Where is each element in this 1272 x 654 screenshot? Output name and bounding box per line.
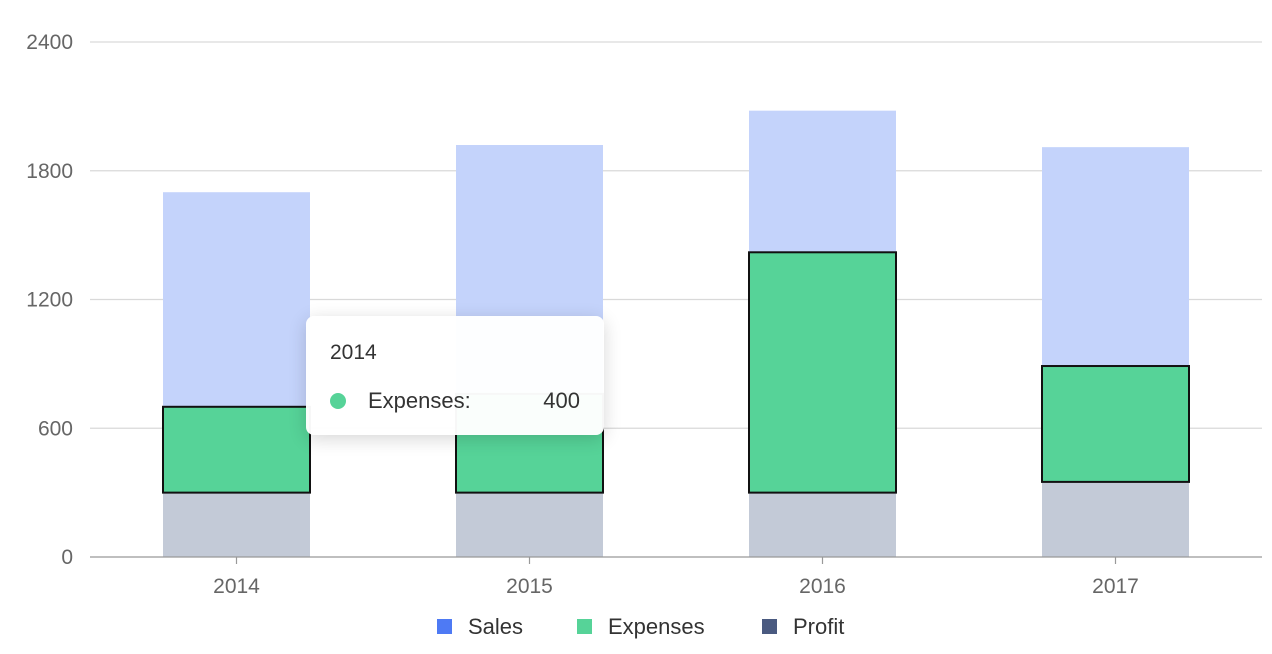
legend-swatch-icon <box>577 619 592 634</box>
bar-expenses <box>748 251 897 494</box>
y-tick-label: 2400 <box>26 31 73 54</box>
legend-swatch-icon <box>762 619 777 634</box>
bars <box>162 110 1190 558</box>
tooltip-series-name: Expenses: <box>368 388 471 413</box>
tooltip-value: 400 <box>543 388 580 413</box>
tooltip-row: Expenses: 400 <box>330 388 580 414</box>
y-tick-label: 0 <box>61 546 73 569</box>
legend-label: Expenses <box>608 614 705 639</box>
y-tick-label: 600 <box>38 417 73 440</box>
y-tick-label: 1200 <box>26 289 73 312</box>
bar-profit <box>163 492 310 557</box>
y-tick-label: 1800 <box>26 160 73 183</box>
x-tick-label: 2016 <box>799 575 846 598</box>
x-axis: 2014 2015 2016 2017 <box>90 556 1262 598</box>
bar-expenses <box>1041 365 1190 483</box>
bar-expenses <box>162 405 311 494</box>
legend-label: Profit <box>793 614 844 639</box>
x-tick-label: 2014 <box>213 575 260 598</box>
x-tick-label: 2015 <box>506 575 553 598</box>
x-tick-label: 2017 <box>1092 575 1139 598</box>
tooltip: 2014 Expenses: 400 <box>306 316 604 435</box>
tooltip-title: 2014 <box>330 341 377 364</box>
legend-swatch-icon <box>437 619 452 634</box>
y-axis-ticks: 0 600 1200 1800 2400 <box>26 31 73 569</box>
legend-label: Sales <box>468 614 523 639</box>
bar-profit <box>1042 481 1189 557</box>
legend: Sales Expenses Profit <box>437 614 844 639</box>
bar-profit <box>456 492 603 557</box>
tooltip-marker-icon <box>330 393 346 409</box>
bar-profit <box>749 492 896 557</box>
